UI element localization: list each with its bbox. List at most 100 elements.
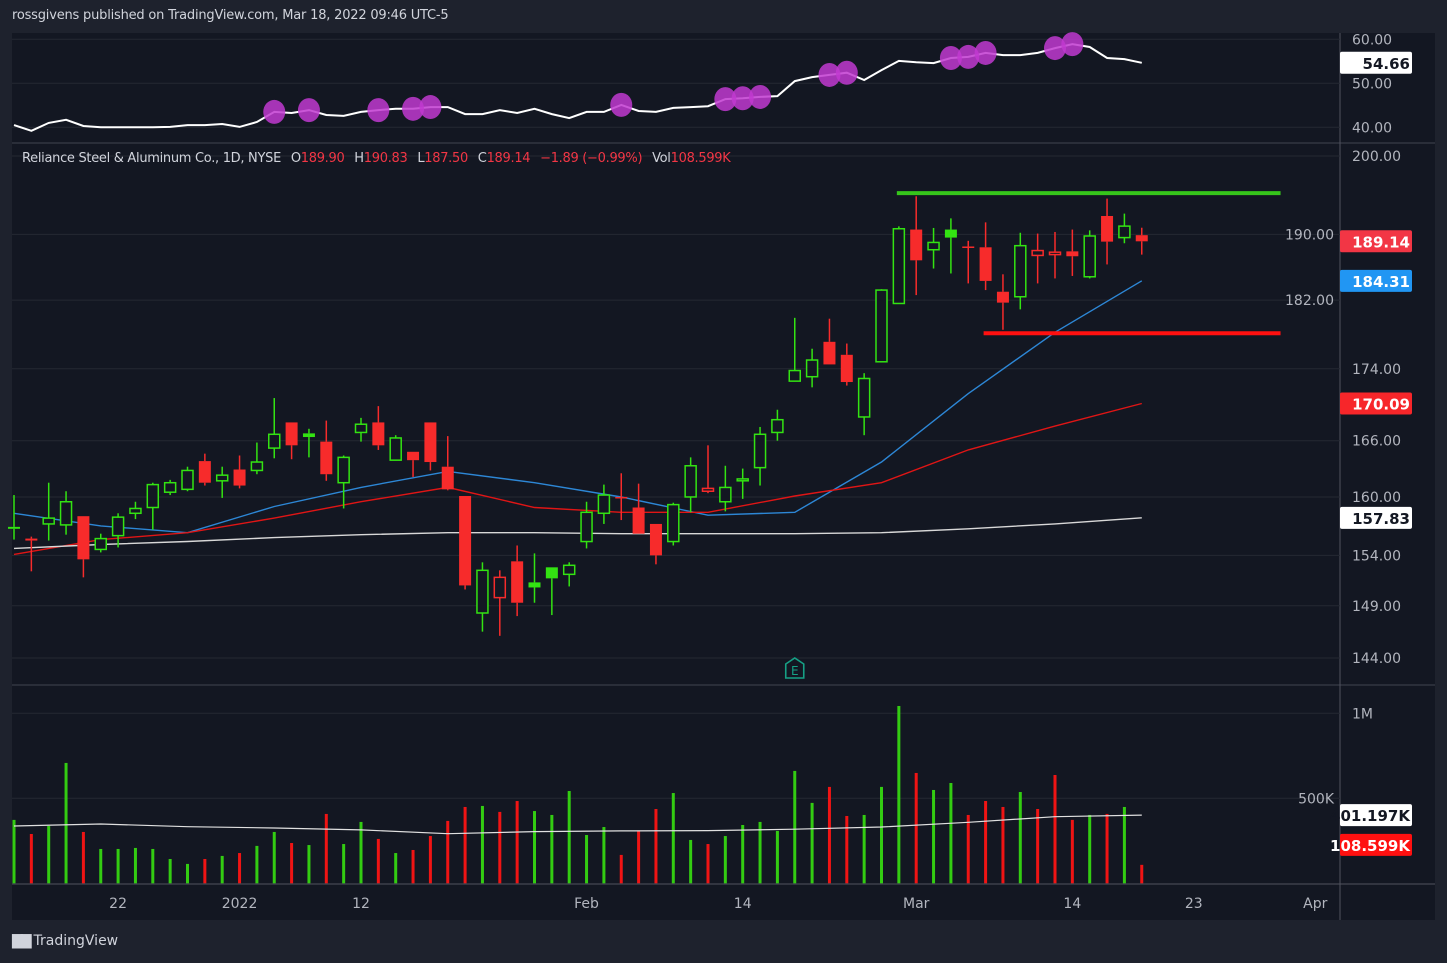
volume-bar: [550, 814, 554, 884]
candle-body[interactable]: [1118, 225, 1131, 239]
volume-bar: [47, 826, 51, 884]
candle-body[interactable]: [701, 487, 715, 492]
price-tick-label: 200.00: [1352, 149, 1401, 165]
candle-body[interactable]: [562, 564, 576, 576]
tradingview-logo[interactable]: ▇▇ TradingView: [12, 933, 118, 949]
candle-body[interactable]: [8, 526, 20, 529]
close-value: 189.14: [486, 151, 531, 166]
candle-body[interactable]: [337, 456, 350, 484]
volume-bar: [64, 762, 68, 884]
candle-body[interactable]: [649, 523, 662, 556]
earnings-icon[interactable]: [784, 657, 805, 679]
candle-body[interactable]: [94, 537, 107, 551]
candle-body[interactable]: [441, 466, 454, 490]
candle-body[interactable]: [875, 289, 888, 363]
indicator-highlight-dot: [731, 86, 754, 111]
volume-bar: [793, 770, 797, 884]
candle-body[interactable]: [823, 341, 836, 365]
volume-key: Vol: [652, 151, 671, 166]
time-tick-label: 2022: [222, 896, 258, 912]
candle-body[interactable]: [962, 246, 975, 248]
price-tick-label: 160.00: [1352, 490, 1401, 506]
candle-body[interactable]: [632, 507, 645, 534]
candle-body[interactable]: [1031, 249, 1044, 257]
candle-body[interactable]: [996, 291, 1009, 303]
candle-body[interactable]: [129, 507, 142, 515]
candle-body[interactable]: [233, 469, 246, 486]
candle-body[interactable]: [857, 377, 871, 418]
candle-body[interactable]: [979, 247, 992, 281]
candle-body[interactable]: [198, 461, 211, 483]
indicator-tick-label: 40.00: [1352, 120, 1392, 136]
candle-body[interactable]: [580, 511, 593, 543]
candle-body[interactable]: [424, 422, 437, 463]
volume-bar: [533, 811, 536, 884]
candle-body[interactable]: [320, 441, 333, 475]
high-value: 190.83: [363, 151, 408, 166]
candle-body[interactable]: [268, 433, 281, 449]
candle-body[interactable]: [1014, 244, 1027, 298]
candle-body[interactable]: [77, 516, 90, 560]
candle-body[interactable]: [389, 437, 402, 461]
candle-body[interactable]: [944, 229, 957, 238]
candle-body[interactable]: [42, 517, 55, 525]
volume-bar: [758, 821, 762, 884]
candle-body[interactable]: [407, 451, 420, 461]
candle-body[interactable]: [667, 503, 680, 543]
candle-body[interactable]: [1083, 235, 1096, 278]
candle-body[interactable]: [215, 474, 229, 482]
candle-body[interactable]: [302, 433, 315, 438]
candle-body[interactable]: [1135, 235, 1148, 242]
candle-body[interactable]: [788, 369, 801, 382]
time-tick-label: 12: [352, 896, 370, 912]
candle-body[interactable]: [163, 481, 177, 493]
candle-body[interactable]: [181, 469, 194, 491]
candle-body[interactable]: [511, 561, 524, 603]
candle-body[interactable]: [1048, 251, 1062, 256]
candle-body[interactable]: [146, 483, 160, 509]
earnings-label: E: [791, 664, 799, 678]
candle-body[interactable]: [771, 418, 784, 434]
candle-body[interactable]: [840, 354, 853, 383]
symbol-title[interactable]: Reliance Steel & Aluminum Co., 1D, NYSE: [22, 151, 281, 166]
candle-body[interactable]: [59, 500, 73, 526]
candle-body[interactable]: [927, 241, 940, 251]
indicator-highlight-dot: [957, 44, 980, 69]
candle-body[interactable]: [1101, 215, 1114, 242]
candle-body[interactable]: [354, 423, 368, 434]
volume-bar: [151, 848, 155, 884]
volume-bar: [1018, 792, 1022, 884]
candle-body[interactable]: [1066, 251, 1079, 257]
candle-body[interactable]: [892, 228, 906, 305]
candle-body[interactable]: [684, 465, 697, 498]
candle-body[interactable]: [372, 422, 385, 446]
low-key: L: [417, 151, 425, 166]
candle-body[interactable]: [615, 496, 628, 499]
candle-body[interactable]: [493, 576, 507, 599]
chart-frame[interactable]: [12, 33, 1435, 920]
volume-bar: [480, 805, 484, 884]
candle-body[interactable]: [753, 433, 767, 469]
high-key: H: [354, 151, 364, 166]
candle-body[interactable]: [459, 496, 472, 586]
candle-body[interactable]: [111, 516, 125, 537]
candle-body[interactable]: [910, 229, 923, 261]
candle-body[interactable]: [250, 461, 264, 472]
volume-bar: [186, 863, 189, 884]
volume-bar: [671, 793, 675, 884]
candle-body[interactable]: [476, 569, 489, 614]
volume-bar: [984, 801, 988, 884]
last-price-label-bg: [1340, 230, 1412, 253]
volume-bar: [949, 783, 953, 884]
candle-body[interactable]: [719, 486, 732, 503]
candle-body[interactable]: [285, 422, 298, 446]
volume-ma-line: [13, 814, 1142, 835]
candle-body[interactable]: [805, 359, 819, 378]
ma-slow-label-bg: [1340, 506, 1412, 529]
candle-body[interactable]: [528, 582, 541, 588]
candle-body[interactable]: [736, 478, 749, 482]
candle-body[interactable]: [597, 494, 611, 515]
candle-body[interactable]: [545, 567, 558, 579]
candle-body[interactable]: [25, 538, 38, 541]
